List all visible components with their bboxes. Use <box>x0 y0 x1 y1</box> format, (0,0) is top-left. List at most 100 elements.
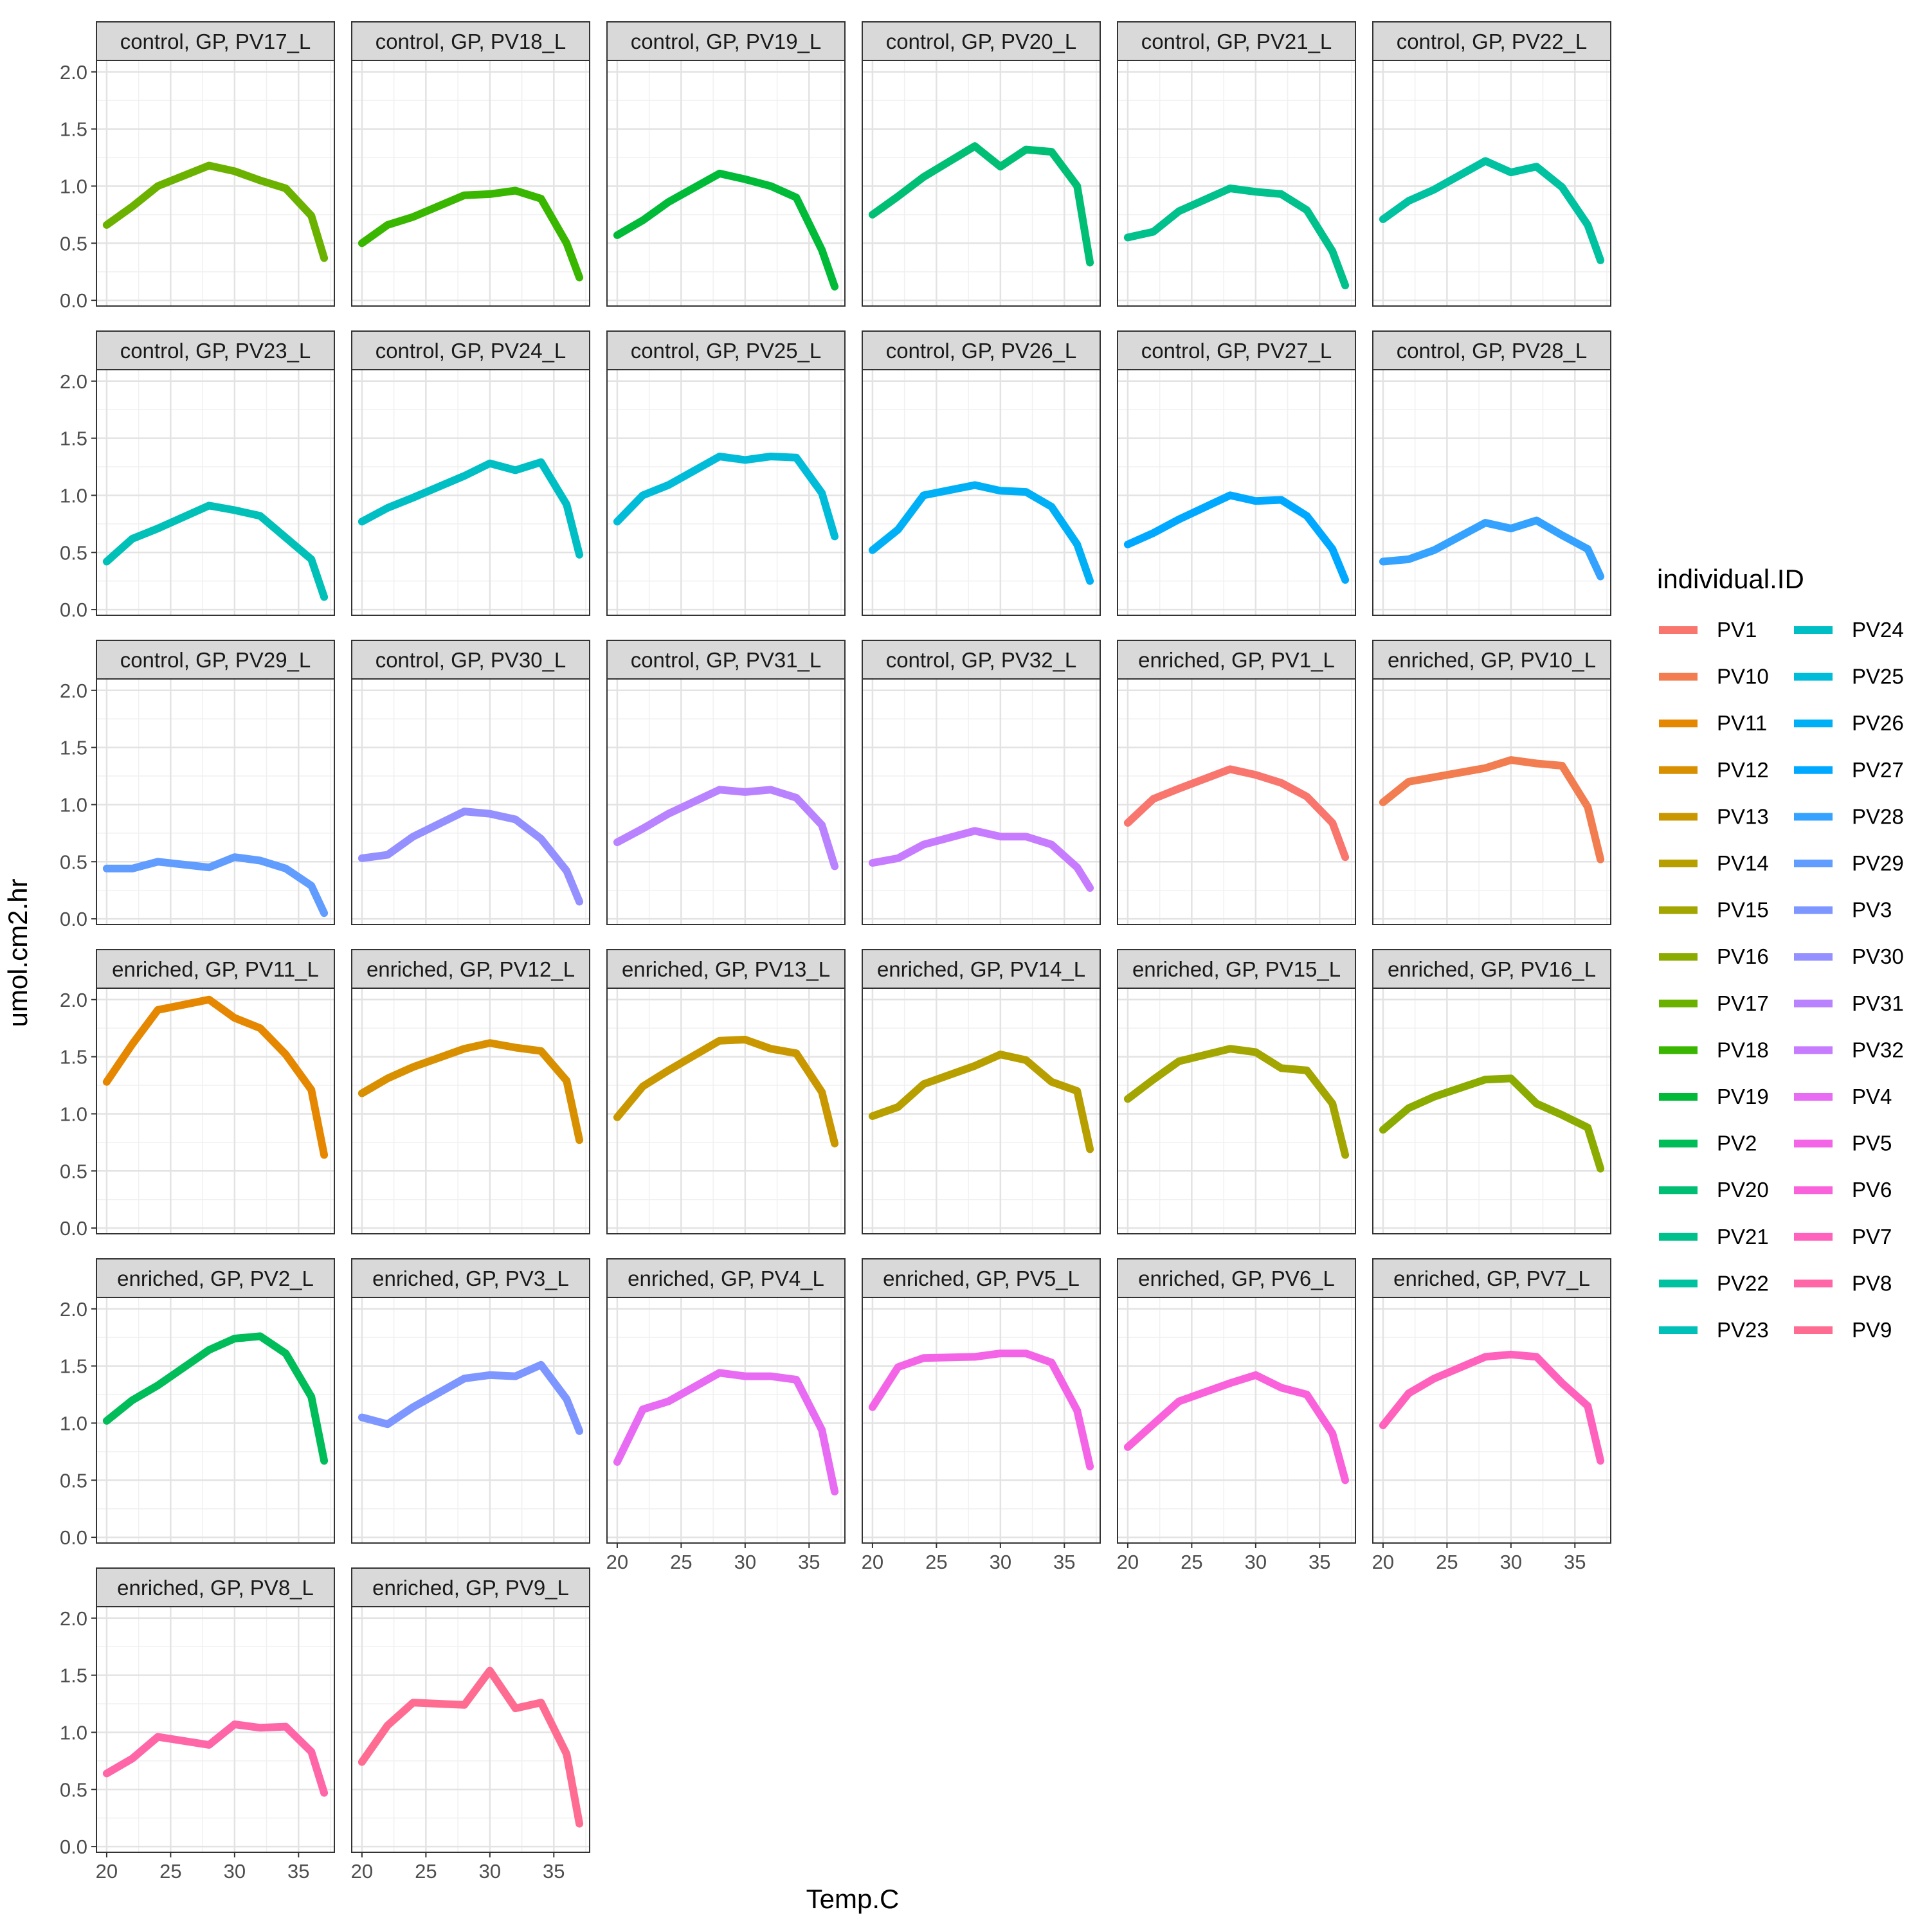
panel-border <box>606 678 846 925</box>
facet-strip <box>606 640 846 680</box>
panel-border <box>606 369 846 616</box>
legend-label: PV13 <box>1717 804 1769 828</box>
facet-panel: enriched, GP, PV4_L 20 25 30 35 <box>606 1258 846 1573</box>
panel-border <box>862 678 1101 925</box>
legend-entry: PV30 <box>1794 944 1904 968</box>
panel-border <box>351 1606 590 1853</box>
series-line <box>358 1039 584 1144</box>
x-tick-label: 20 <box>862 1551 883 1573</box>
legend-entry: PV23 <box>1659 1318 1769 1342</box>
series-line <box>358 1666 584 1828</box>
x-tick-label: 20 <box>96 1860 118 1882</box>
y-tick-label: 0.0 <box>60 1836 87 1858</box>
series-line <box>358 808 584 906</box>
y-tick-label: 1.5 <box>60 118 87 141</box>
legend-entry: PV13 <box>1659 804 1769 828</box>
x-tick-label: 25 <box>1181 1551 1202 1573</box>
panel-border <box>96 1606 335 1853</box>
series-line <box>1123 1045 1350 1159</box>
panel-background <box>862 1297 1100 1543</box>
legend-label: PV20 <box>1717 1178 1769 1202</box>
series-line <box>1123 1371 1350 1485</box>
legend-title: individual.ID <box>1657 564 1804 594</box>
y-tick-label: 0.5 <box>60 232 87 255</box>
series-line <box>358 1360 584 1435</box>
legend-label: PV24 <box>1852 618 1904 642</box>
facet-strip <box>351 330 590 370</box>
legend-entry: PV12 <box>1659 758 1769 782</box>
facet-panel: enriched, GP, PV8_L 0.0 0.5 1.0 1.5 2.0 20 25 30… <box>60 1567 335 1882</box>
series-line <box>358 186 584 282</box>
legend-entry: PV3 <box>1794 898 1892 922</box>
legend-entry: PV20 <box>1659 1178 1769 1202</box>
y-tick-label: 1.0 <box>60 1721 87 1744</box>
legend-entry: PV32 <box>1794 1038 1904 1061</box>
facet-strip <box>862 949 1101 989</box>
facet-panel: enriched, GP, PV13_L <box>606 949 846 1234</box>
panel-background <box>1373 988 1611 1234</box>
series-line <box>102 853 329 917</box>
y-tick-label: 0.0 <box>60 289 87 312</box>
y-tick-label: 1.0 <box>60 793 87 816</box>
facet-strip <box>1117 640 1356 680</box>
series-line <box>1379 516 1605 581</box>
legend-label: PV22 <box>1717 1271 1769 1295</box>
legend-entry: PV22 <box>1659 1271 1769 1295</box>
panel-background <box>862 370 1100 615</box>
facet-panel: control, GP, PV29_L 0.0 0.5 1.0 1.5 2.0 <box>60 640 335 930</box>
facet-strip <box>96 1258 335 1298</box>
facet-strip <box>1117 330 1356 370</box>
facet-strip-label: control, GP, PV19_L <box>631 30 822 53</box>
facet-strip <box>351 949 590 989</box>
facet-panel: enriched, GP, PV15_L <box>1117 949 1356 1234</box>
y-tick-label: 0.5 <box>60 1469 87 1492</box>
legend-entry: PV11 <box>1659 711 1767 735</box>
panel-background <box>1373 679 1611 925</box>
legend-entry: PV5 <box>1794 1132 1892 1155</box>
facet-strip-label: control, GP, PV26_L <box>886 339 1077 363</box>
panel-border <box>96 988 335 1234</box>
panel-border <box>1117 988 1356 1234</box>
panel-border <box>1372 678 1611 925</box>
facet-strip-label: enriched, GP, PV9_L <box>372 1576 569 1600</box>
panel-background <box>1118 60 1355 306</box>
y-tick-label: 1.0 <box>60 1103 87 1125</box>
facet-strip-label: enriched, GP, PV6_L <box>1138 1267 1335 1290</box>
facet-panel: enriched, GP, PV1_L <box>1117 640 1356 925</box>
facet-strip-label: control, GP, PV20_L <box>886 30 1077 53</box>
facet-panel: control, GP, PV20_L <box>862 21 1101 307</box>
facet-strip-label: control, GP, PV18_L <box>376 30 566 53</box>
facet-panel: control, GP, PV30_L <box>351 640 590 925</box>
legend-label: PV23 <box>1717 1318 1769 1342</box>
legend-entry: PV31 <box>1794 991 1904 1015</box>
legend-label: PV17 <box>1717 991 1769 1015</box>
facet-panel: control, GP, PV21_L <box>1117 21 1356 307</box>
panel-border <box>1117 678 1356 925</box>
panel-border <box>606 988 846 1234</box>
facet-strip-label: enriched, GP, PV7_L <box>1393 1267 1590 1290</box>
legend-label: PV30 <box>1852 944 1904 968</box>
legend-entry: PV25 <box>1794 665 1904 689</box>
y-axis-title: umol.cm2.hr <box>3 878 33 1027</box>
panel-background <box>1373 370 1611 615</box>
legend-label: PV18 <box>1717 1038 1769 1061</box>
legend-entry: PV14 <box>1659 851 1769 875</box>
facet-panel: control, GP, PV24_L <box>351 330 590 616</box>
facet-panel: enriched, GP, PV3_L <box>351 1258 590 1544</box>
x-tick-label: 25 <box>159 1860 181 1882</box>
panel-border <box>351 678 590 925</box>
legend-label: PV21 <box>1717 1225 1769 1249</box>
panel-border <box>862 369 1101 616</box>
panel-border <box>351 988 590 1234</box>
facet-strip <box>351 21 590 61</box>
facet-strip-label: enriched, GP, PV15_L <box>1132 957 1341 981</box>
x-tick-label: 35 <box>1564 1551 1586 1573</box>
legend-entry: PV17 <box>1659 991 1769 1015</box>
facet-panel: control, GP, PV31_L <box>606 640 846 925</box>
y-tick-label: 2.0 <box>60 1607 87 1630</box>
legend-label: PV14 <box>1717 851 1769 875</box>
x-tick-label: 25 <box>1436 1551 1458 1573</box>
facet-strip <box>1372 1258 1611 1298</box>
series-line <box>102 161 329 262</box>
